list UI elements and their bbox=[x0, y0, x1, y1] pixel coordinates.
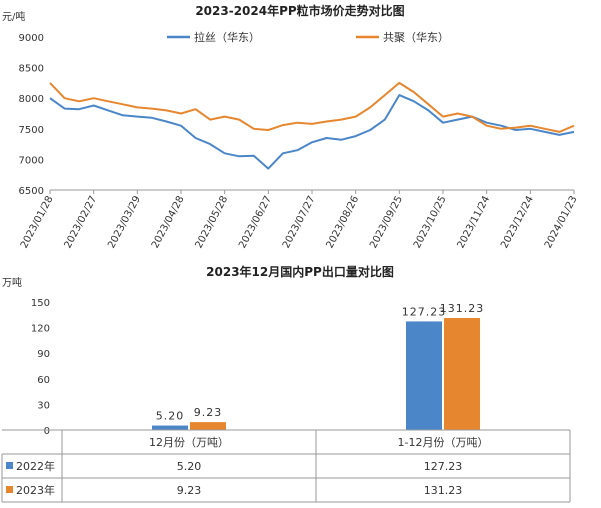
x-tick-label: 2024/01/23 bbox=[543, 194, 580, 250]
series-line-2 bbox=[49, 81, 575, 133]
export-bar-chart: 2023年12月国内PP出口量对比图 万吨 0 30 60 90 120 150 5.20… bbox=[1, 264, 571, 503]
bar-chart-title: 2023年12月国内PP出口量对比图 bbox=[206, 264, 394, 279]
x-tick-label: 2023/05/28 bbox=[194, 194, 231, 250]
bar-2-2 bbox=[444, 318, 480, 430]
price-line-chart: 2023-2024年PP粒市场价走势对比图 元/吨 拉丝（华东） 共聚（华东） … bbox=[2, 3, 580, 250]
table-cell: 127.23 bbox=[424, 460, 463, 473]
x-tick-label: 2023/01/28 bbox=[19, 194, 56, 250]
y-tick-label: 8500 bbox=[19, 64, 44, 75]
table-cell: 131.23 bbox=[424, 484, 463, 497]
y-tick-label: 7500 bbox=[19, 125, 44, 136]
y-tick-label: 9000 bbox=[19, 33, 44, 44]
x-tick-label: 2023/04/28 bbox=[150, 194, 187, 250]
line-chart-series bbox=[49, 81, 575, 170]
y-tick-label: 90 bbox=[37, 349, 50, 360]
bar-chart-data-table: 12月份（万吨） 1-12月份（万吨） 2022年 5.20 127.23 2023年 9.… bbox=[1, 429, 571, 503]
x-tick-label: 2023/02/27 bbox=[63, 194, 100, 250]
x-tick-label: 2023/07/27 bbox=[281, 194, 318, 250]
x-tick-label: 2023/03/29 bbox=[106, 194, 143, 250]
bar-data-label: 5.20 bbox=[156, 410, 185, 423]
bar-data-label: 9.23 bbox=[194, 406, 223, 419]
y-tick-label: 150 bbox=[31, 298, 50, 309]
x-tick-label: 2023/11/24 bbox=[456, 194, 493, 250]
bar-2-1 bbox=[190, 422, 226, 430]
x-category-label: 1-12月份（万吨） bbox=[398, 436, 489, 449]
x-tick-label: 2023/09/25 bbox=[368, 194, 405, 250]
table-series-name: 2022年 bbox=[16, 459, 55, 473]
bar-chart-y-ticks: 0 30 60 90 120 150 bbox=[31, 298, 50, 437]
y-tick-label: 6500 bbox=[19, 186, 44, 197]
x-tick-label: 2023/10/25 bbox=[412, 194, 449, 250]
bar-1-2 bbox=[406, 321, 442, 430]
table-cell: 5.20 bbox=[177, 460, 202, 473]
table-cell: 9.23 bbox=[177, 484, 202, 497]
y-tick-label: 7000 bbox=[19, 155, 44, 166]
bar-data-label: 127.23 bbox=[402, 305, 447, 318]
legend-label-series-1: 拉丝（华东） bbox=[194, 30, 260, 44]
y-tick-label: 8000 bbox=[19, 94, 44, 105]
bar-chart-bars bbox=[152, 318, 480, 430]
table-series-name: 2023年 bbox=[16, 483, 55, 497]
line-chart-title: 2023-2024年PP粒市场价走势对比图 bbox=[195, 3, 404, 18]
series-line-1 bbox=[49, 94, 575, 170]
line-chart-ylabel: 元/吨 bbox=[2, 10, 25, 23]
y-tick-label: 120 bbox=[31, 324, 50, 335]
line-chart-y-ticks: 6500 7000 7500 8000 8500 9000 bbox=[19, 33, 44, 197]
table-legend-swatch bbox=[6, 462, 13, 469]
x-tick-label: 2023/12/24 bbox=[499, 194, 536, 250]
line-chart-legend: 拉丝（华东） 共聚（华东） bbox=[167, 30, 449, 44]
y-tick-label: 0 bbox=[44, 426, 50, 437]
x-tick-label: 2023/06/27 bbox=[237, 194, 274, 250]
table-legend-swatch bbox=[6, 486, 13, 493]
bar-1-1 bbox=[152, 425, 188, 430]
bar-chart-ylabel: 万吨 bbox=[2, 276, 22, 289]
x-tick-label: 2023/08/26 bbox=[325, 194, 362, 250]
line-chart-x-ticks: 2023/01/28 2023/02/27 2023/03/29 2023/04/28… bbox=[19, 190, 580, 250]
legend-label-series-2: 共聚（华东） bbox=[383, 30, 449, 44]
y-tick-label: 30 bbox=[37, 400, 50, 411]
x-category-label: 12月份（万吨） bbox=[149, 436, 229, 449]
bar-data-label: 131.23 bbox=[440, 302, 485, 315]
y-tick-label: 60 bbox=[37, 375, 50, 386]
